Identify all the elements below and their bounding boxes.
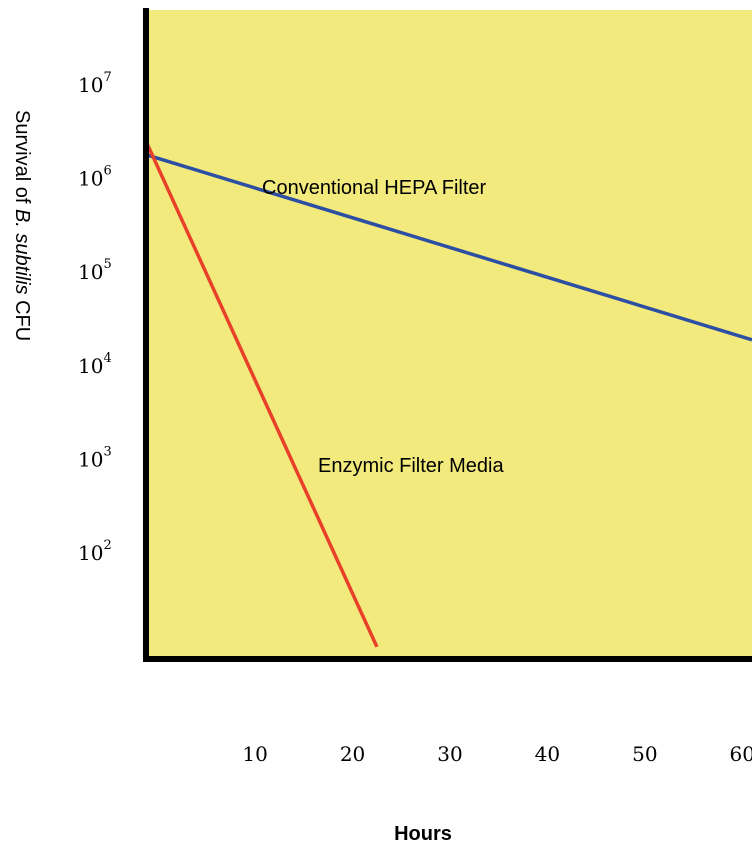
x-axis-label: Hours [394,823,452,845]
x-tick-labels: 10 20 30 40 50 60 [242,742,752,766]
x-tick-label: 60 [730,742,752,766]
y-tick-label: 102 [78,538,112,565]
x-tick-label: 20 [340,742,365,766]
y-tick-labels: 102 103 104 105 106 107 [78,70,112,565]
x-tick-label: 40 [535,742,560,766]
y-axis-label: Survival of B. subtilis CFU [11,110,33,341]
series-line-0 [145,152,752,342]
y-tick-label: 103 [78,445,112,472]
series-label-enzymic: Enzymic Filter Media [318,455,504,477]
x-tick-label: 50 [632,742,657,766]
plot-background [146,10,752,660]
x-tick-label: 10 [242,742,267,766]
series-line-1 [144,140,379,648]
y-axis-label-prefix: Survival of [11,110,33,209]
x-tick-label: 30 [437,742,462,766]
y-tick-label: 104 [78,351,112,378]
y-axis-label-italic: B. subtilis [11,209,33,295]
y-axis-label-suffix: CFU [11,295,33,342]
series-label-hepa: Conventional HEPA Filter [262,177,487,199]
series-layer [144,140,752,648]
y-tick-label: 107 [78,70,112,97]
y-tick-label: 105 [78,257,112,284]
y-tick-label: 106 [78,164,112,191]
